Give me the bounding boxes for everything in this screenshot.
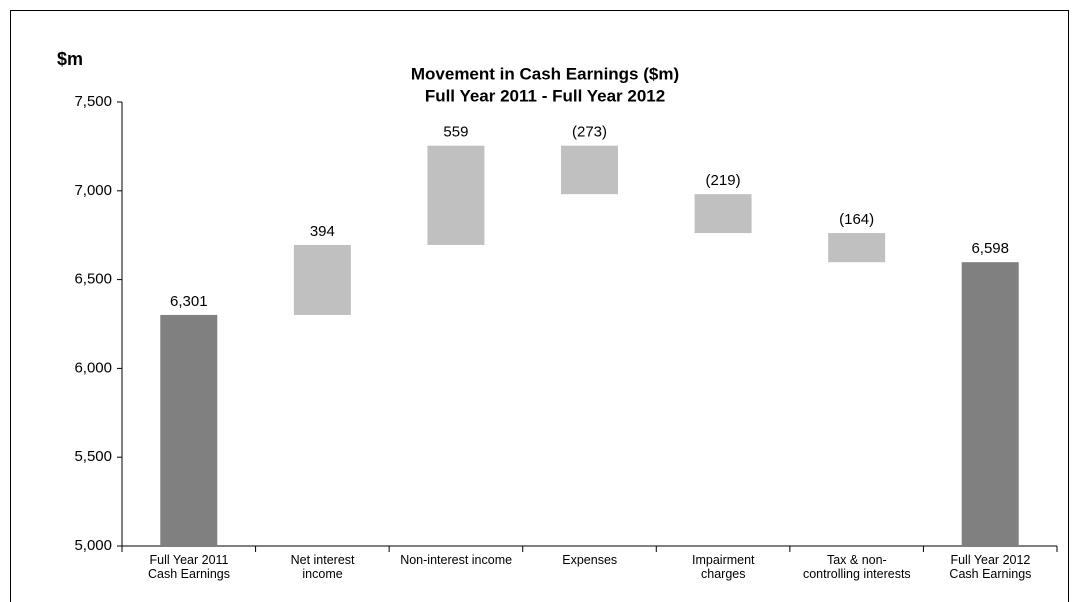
value-label: 6,598 [971, 240, 1009, 257]
y-tick-label: 5,000 [74, 537, 112, 554]
value-label: (219) [706, 172, 741, 189]
value-label: 6,301 [170, 293, 208, 310]
x-tick-label: Impairment charges [692, 553, 755, 581]
x-tick-label: Full Year 2012 Cash Earnings [949, 553, 1032, 581]
chart-subtitle: Full Year 2011 - Full Year 2012 [425, 86, 665, 105]
x-tick-label: Full Year 2011 Cash Earnings [148, 553, 230, 581]
y-tick-label: 6,000 [74, 359, 112, 376]
x-tick-label: Tax & non- controlling interests [802, 553, 911, 581]
value-label: 559 [443, 124, 468, 141]
chart-title: Movement in Cash Earnings ($m) [411, 64, 679, 83]
bar [694, 194, 752, 234]
y-tick-label: 6,500 [74, 271, 112, 288]
frame [10, 10, 1069, 602]
value-label: (164) [839, 211, 874, 228]
x-tick-label: Non-interest income [400, 553, 513, 567]
y-tick-label: 7,000 [74, 182, 112, 199]
value-label: 394 [310, 223, 335, 240]
y-tick-label: 7,500 [74, 93, 112, 110]
value-label: (273) [572, 124, 607, 141]
bar [293, 244, 351, 315]
bar [427, 145, 485, 245]
y-axis-label: $m [57, 49, 83, 69]
y-tick-label: 5,500 [74, 448, 112, 465]
x-tick-label: Net interest income [290, 553, 355, 581]
bar [828, 233, 886, 263]
x-tick-label: Expenses [562, 553, 618, 567]
bar [961, 262, 1019, 546]
bar [561, 145, 618, 195]
bar [160, 314, 218, 546]
